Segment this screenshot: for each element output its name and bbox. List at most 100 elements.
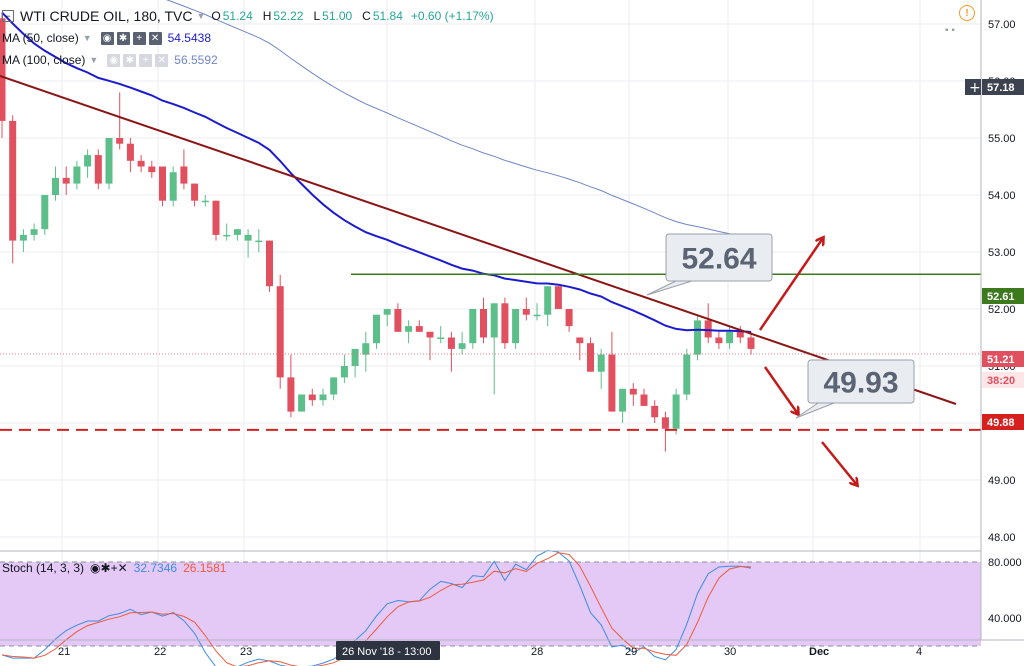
ma50-legend: MA (50, close) ▼ ◉ ✱ + ✕ 54.5438 — [2, 31, 211, 45]
time-tick-label: 28 — [531, 646, 543, 658]
gear-icon[interactable]: ✱ — [123, 53, 137, 67]
candle-body — [726, 331, 734, 344]
time-tick-label: 23 — [240, 646, 252, 658]
candle-body — [383, 309, 391, 315]
candle-body — [287, 377, 295, 412]
candle-body — [201, 200, 209, 203]
price-axis-badge — [982, 288, 1024, 304]
candle-body — [736, 331, 744, 338]
stoch-series — [1, 549, 752, 666]
candle-body — [169, 172, 177, 201]
candle-body — [362, 343, 370, 355]
candle-body — [94, 155, 102, 184]
time-tick-label: 22 — [154, 646, 166, 658]
stoch-label[interactable]: Stoch (14, 3, 3) — [2, 561, 85, 575]
candle-body — [490, 303, 498, 338]
price-tick-label: 48.00 — [988, 532, 1016, 544]
candle-body — [244, 234, 252, 241]
candle-body — [30, 229, 38, 235]
ma100-label[interactable]: MA (100, close) — [2, 53, 86, 67]
crosshair-time-badge — [336, 641, 440, 660]
candle-body — [266, 240, 273, 287]
chevron-down-icon[interactable]: ▼ — [196, 11, 206, 21]
candle-body — [159, 166, 166, 201]
stoch-k-value: 32.7346 — [133, 561, 178, 575]
time-tick-label: 26 Nov '18 - 13:00 — [342, 646, 432, 658]
low-value: 51.00 — [322, 9, 353, 23]
callout-pointer — [795, 402, 835, 419]
gear-icon[interactable]: ✱ — [116, 31, 130, 45]
eye-icon[interactable]: ◉ — [100, 31, 114, 45]
callout-pointer — [646, 280, 693, 296]
plus-icon[interactable]: + — [139, 53, 153, 67]
close-icon[interactable]: ✕ — [148, 31, 162, 45]
symbol-legend: − WTI CRUDE OIL, 180, TVC ▼ O 51.24 H 52.2… — [2, 8, 494, 24]
candle-body — [640, 394, 648, 406]
candle-body — [137, 160, 145, 167]
candle-body — [533, 314, 541, 317]
candle-body — [522, 309, 530, 315]
callout-49-93: 49.93 — [795, 359, 915, 419]
price-tick-label: 52.00 — [988, 304, 1016, 316]
bearish-arrow — [763, 366, 798, 414]
time-tick-label: 29 — [625, 646, 637, 658]
close-icon[interactable]: ✕ — [155, 53, 169, 67]
price-axis-badge-label: 52.61 — [987, 291, 1015, 303]
chevron-down-icon[interactable]: ▼ — [89, 55, 99, 65]
callout-label: 49.93 — [823, 367, 898, 400]
candle-body — [62, 177, 70, 184]
price-tick-label: 55.00 — [988, 133, 1016, 145]
candle-body — [330, 377, 338, 395]
candle-body — [255, 240, 263, 243]
candle-body — [480, 309, 487, 338]
chevron-down-icon[interactable]: ▼ — [82, 33, 92, 43]
time-tick-label: 30 — [724, 646, 736, 658]
eye-icon[interactable]: ◉ — [90, 561, 101, 575]
candle-body — [437, 337, 445, 339]
candle-body — [148, 166, 156, 173]
collapse-icon[interactable]: − — [2, 10, 14, 22]
price-axis-badge-label: 49.88 — [987, 417, 1015, 429]
candle-body — [587, 343, 594, 372]
high-value: 52.22 — [273, 9, 304, 23]
ma100-value: 56.5592 — [174, 53, 218, 67]
ma50-label[interactable]: MA (50, close) — [2, 31, 79, 45]
candle-body — [469, 309, 477, 344]
lock-icon[interactable]: ▪ ▪ — [945, 25, 955, 36]
candle-body — [544, 286, 552, 315]
candle-body — [212, 200, 220, 235]
candle-body — [512, 309, 520, 344]
candle-body — [394, 309, 402, 332]
eye-icon[interactable]: ◉ — [107, 53, 121, 67]
candle-body — [597, 354, 605, 372]
callout-box — [665, 233, 773, 282]
candle-body — [373, 314, 380, 344]
candle-body — [298, 394, 306, 412]
candle-body — [661, 417, 669, 429]
price-axis-badge — [982, 372, 1024, 388]
candle-body — [576, 337, 584, 344]
candle-body — [126, 143, 134, 161]
descending-trendline — [0, 75, 957, 405]
price-axis-badge-label: 57.18 — [987, 82, 1015, 94]
candle-body — [180, 166, 188, 184]
candle-body — [191, 183, 199, 201]
candle-body — [619, 388, 627, 412]
stoch-tick-label: 80.000 — [988, 557, 1022, 569]
candle-body — [629, 388, 637, 395]
stoch-legend: Stoch (14, 3, 3) ◉ ✱ + ✕ 32.7346 26.1581 — [2, 561, 226, 575]
close-icon[interactable]: ✕ — [117, 561, 128, 575]
candle-body — [458, 343, 466, 349]
warning-icon[interactable]: ! — [959, 5, 975, 21]
candle-body — [608, 354, 616, 412]
symbol-title[interactable]: WTI CRUDE OIL, 180, TVC — [20, 8, 193, 24]
plus-icon[interactable]: + — [110, 561, 118, 575]
bullish-arrow — [758, 238, 823, 331]
drawings: 52.64 49.93 — [0, 75, 981, 485]
candle-body — [715, 337, 723, 344]
candle-body — [565, 309, 573, 327]
gear-icon[interactable]: ✱ — [100, 561, 111, 575]
plus-icon[interactable]: + — [132, 31, 146, 45]
